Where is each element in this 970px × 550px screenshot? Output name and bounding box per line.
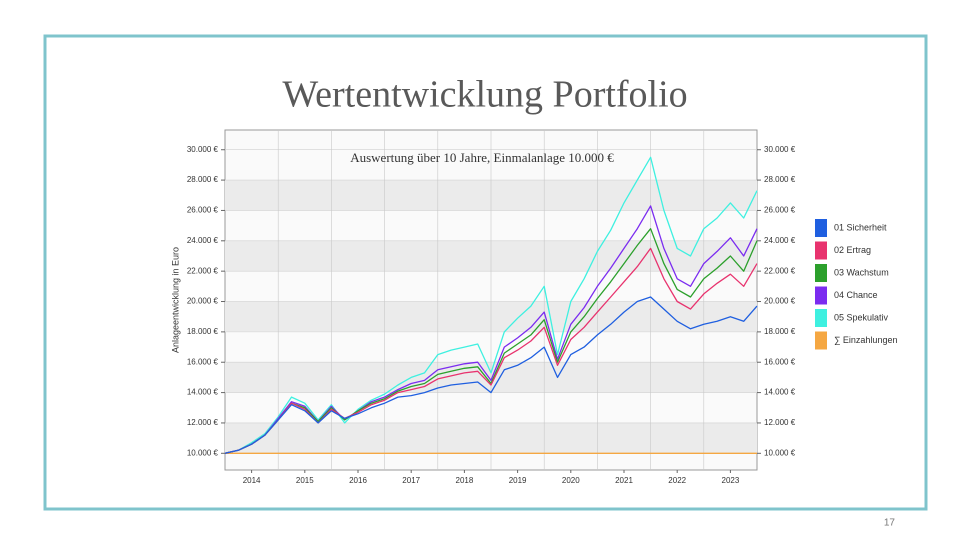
x-tick-label: 2016: [349, 476, 367, 485]
x-tick-label: 2015: [296, 476, 314, 485]
series-line: [224, 156, 758, 454]
y-tick-label: 20.000 €: [187, 297, 219, 306]
y-tick-label: 12.000 €: [187, 418, 219, 427]
y2-tick-label: 18.000 €: [764, 327, 796, 336]
x-tick-label: 2021: [615, 476, 633, 485]
y-tick-label: 18.000 €: [187, 327, 219, 336]
x-tick-label: 2022: [668, 476, 686, 485]
y2-tick-label: 14.000 €: [764, 388, 796, 397]
y-tick-label: 30.000 €: [187, 145, 219, 154]
y-tick-label: 10.000 €: [187, 448, 219, 457]
legend-swatch: [815, 331, 827, 350]
y2-tick-label: 24.000 €: [764, 236, 796, 245]
legend-swatch: [815, 309, 827, 327]
y-tick-label: 24.000 €: [187, 236, 219, 245]
series-line: [224, 228, 758, 454]
legend-label: ∑ Einzahlungen: [834, 335, 897, 345]
annotation: Auswertung über 10 Jahre, Einmalanlage 1…: [350, 150, 614, 165]
x-tick-label: 2019: [509, 476, 527, 485]
y2-tick-label: 26.000 €: [764, 206, 796, 215]
legend-label: 01 Sicherheit: [834, 222, 887, 232]
y-tick-label: 14.000 €: [187, 388, 219, 397]
y-tick-label: 28.000 €: [187, 175, 219, 184]
y2-tick-label: 20.000 €: [764, 297, 796, 306]
y2-tick-label: 28.000 €: [764, 175, 796, 184]
chart-title: Wertentwicklung Portfolio: [282, 74, 687, 116]
slide-frame: [43, 34, 928, 511]
x-tick-label: 2018: [456, 476, 474, 485]
y-tick-label: 26.000 €: [187, 206, 219, 215]
y-tick-label: 22.000 €: [187, 266, 219, 275]
y2-tick-label: 22.000 €: [764, 266, 796, 275]
page-number: 17: [884, 518, 896, 529]
y-axis-label: Anlageentwicklung in Euro: [170, 247, 180, 353]
x-tick-label: 2014: [243, 476, 261, 485]
x-tick-label: 2020: [562, 476, 580, 485]
y2-tick-label: 12.000 €: [764, 418, 796, 427]
series-line: [224, 296, 758, 454]
x-tick-label: 2017: [402, 476, 420, 485]
legend-swatch: [815, 286, 827, 305]
x-tick-label: 2023: [722, 476, 740, 485]
legend-label: 02 Ertrag: [834, 245, 871, 255]
y2-tick-label: 30.000 €: [764, 145, 796, 154]
y-tick-label: 16.000 €: [187, 357, 219, 366]
legend-swatch: [815, 219, 827, 237]
y2-tick-label: 16.000 €: [764, 357, 796, 366]
y2-tick-label: 10.000 €: [764, 448, 796, 457]
legend-label: 04 Chance: [834, 290, 878, 300]
legend-label: 05 Spekulativ: [834, 312, 889, 322]
legend-swatch: [815, 264, 827, 282]
legend-swatch: [815, 241, 827, 260]
legend-label: 03 Wachstum: [834, 267, 889, 277]
